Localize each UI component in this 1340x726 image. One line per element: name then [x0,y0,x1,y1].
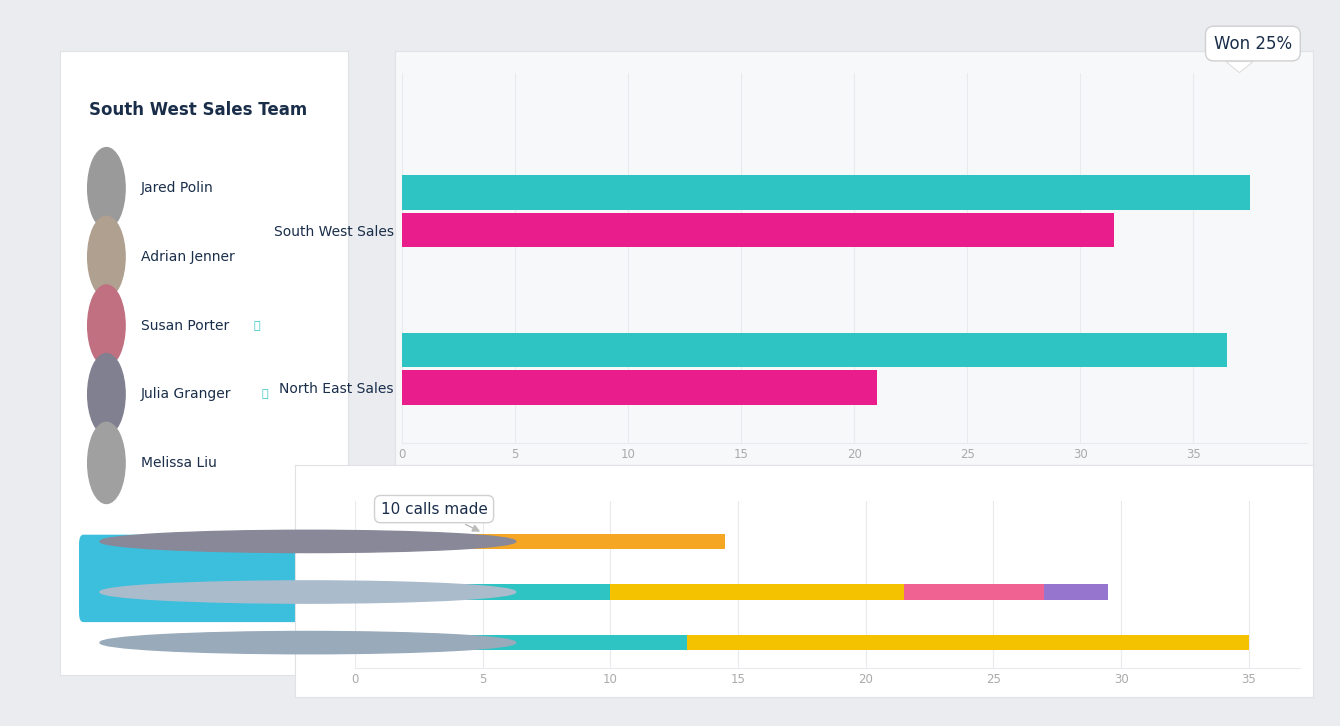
Bar [905,584,1044,600]
Text: South West Sales Team: South West Sales Team [88,101,307,119]
Text: 🔒: 🔒 [253,321,260,330]
Circle shape [87,147,125,229]
Circle shape [87,423,125,504]
Bar [402,333,1227,367]
Bar [1044,584,1108,600]
Text: Melissa Liu: Melissa Liu [141,456,217,470]
Text: Jared Polin: Jared Polin [141,182,213,195]
Bar [687,635,1249,650]
Text: Julia Granger: Julia Granger [141,387,232,401]
Circle shape [87,285,125,366]
Circle shape [100,632,516,653]
Bar [457,534,725,549]
Text: Add members: Add members [147,571,261,586]
Bar [355,534,457,549]
Text: Won 25%: Won 25% [1214,35,1292,52]
Circle shape [87,354,125,435]
Text: Susan Porter: Susan Porter [141,319,229,333]
Circle shape [87,216,125,298]
Bar [419,635,687,650]
Bar [355,635,419,650]
Bar [402,370,876,405]
Bar [611,584,905,600]
Bar [402,175,1250,210]
Circle shape [100,530,516,552]
FancyBboxPatch shape [79,534,324,622]
Text: Adrian Jenner: Adrian Jenner [141,250,234,264]
Text: 🔒: 🔒 [263,389,268,399]
Bar [355,584,611,600]
Circle shape [100,581,516,603]
Text: 10 calls made: 10 calls made [381,502,488,531]
Bar [402,213,1115,248]
